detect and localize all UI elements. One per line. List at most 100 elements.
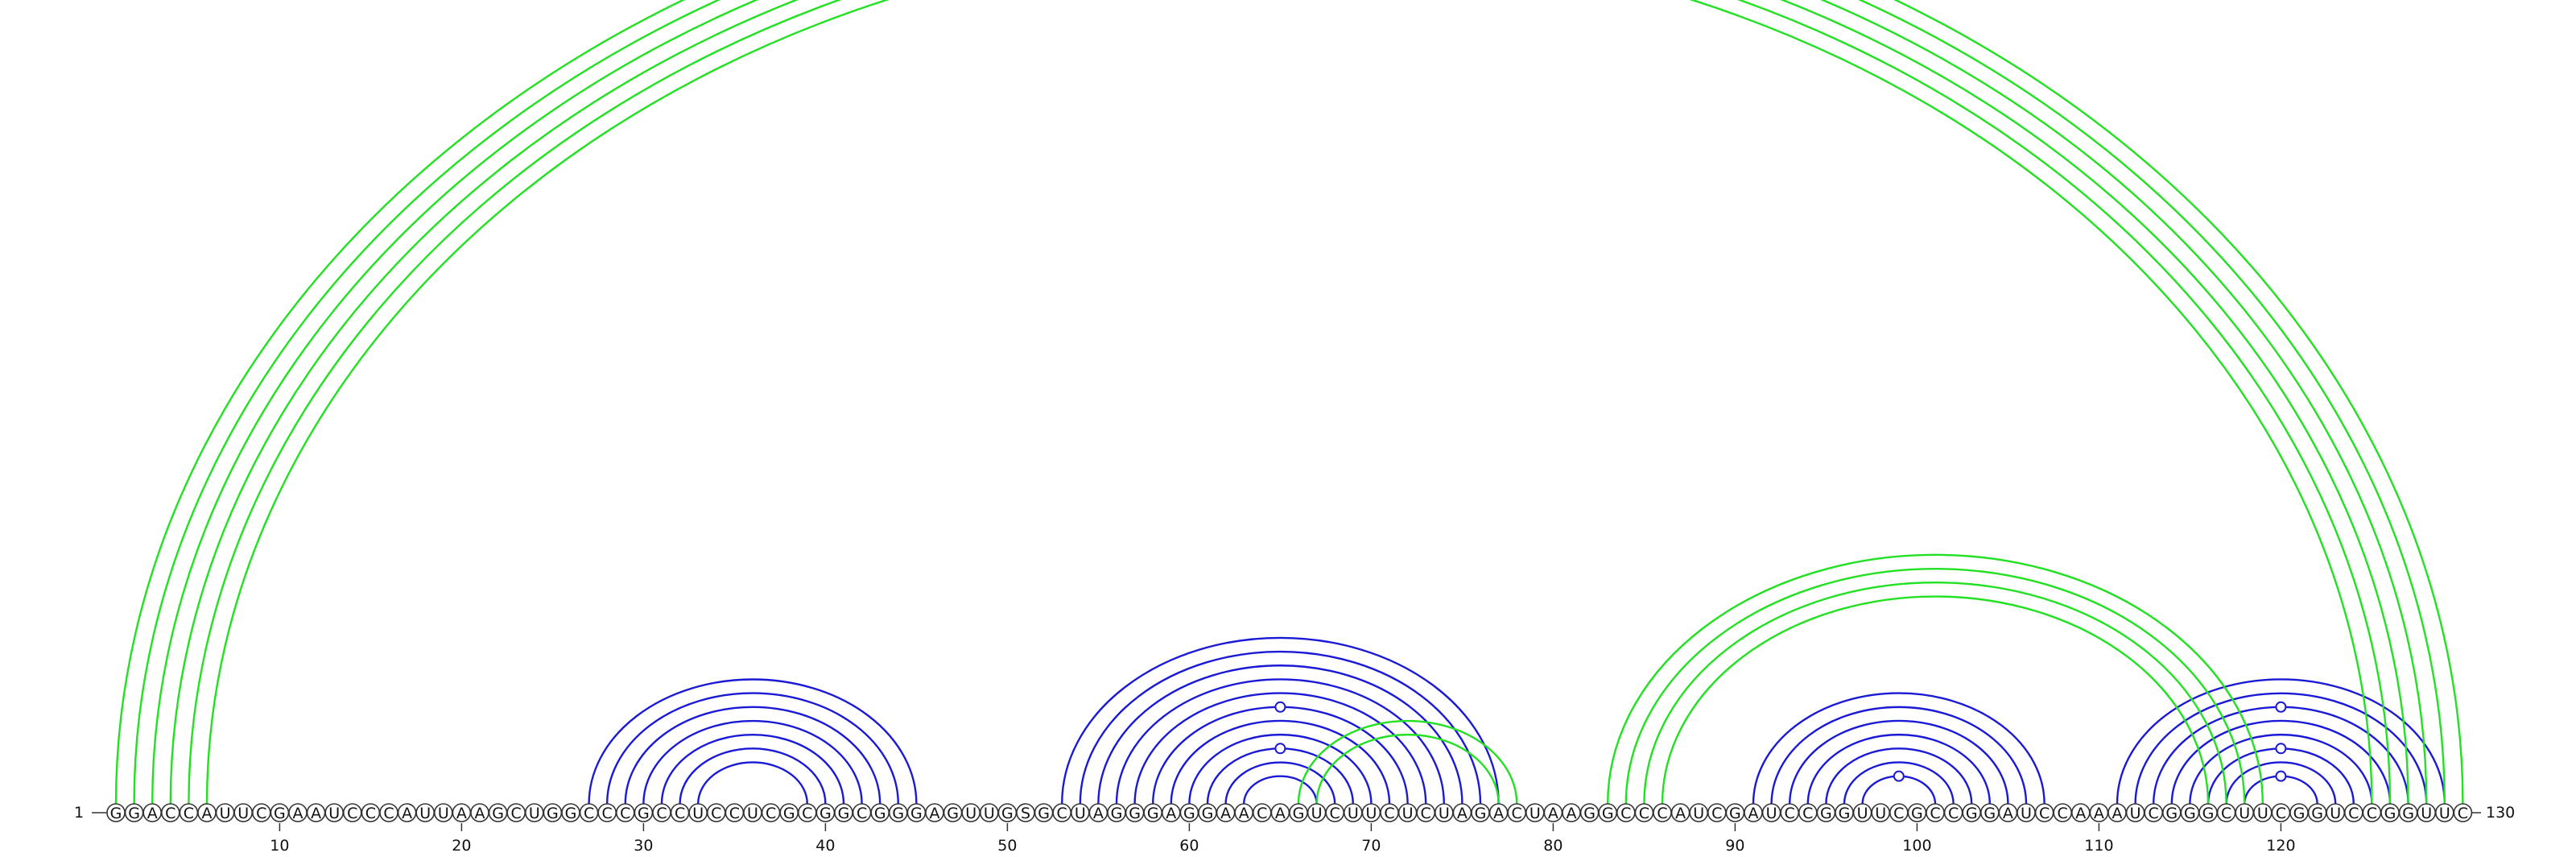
nucleotide: C (161, 803, 180, 822)
nucleotide-letter: G (819, 805, 832, 822)
nucleotide: A (1162, 803, 1181, 822)
base-pair-arc (2116, 678, 2446, 805)
nucleotide: C (1325, 803, 1344, 822)
nucleotide-letter: C (165, 805, 175, 822)
position-tick-label: 80 (1543, 837, 1563, 855)
position-tick-label: 100 (1902, 837, 1931, 855)
nucleotide: U (2125, 803, 2145, 822)
base-pair-arc (1843, 761, 1955, 805)
nucleotide-letter: U (2130, 805, 2141, 822)
nucleotide-letter: G (1583, 805, 1596, 822)
nucleotide-letter: G (947, 805, 959, 822)
nucleotide: C (1616, 803, 1636, 822)
nucleotide-letter: C (2221, 805, 2231, 822)
nucleotide: U (1525, 803, 1545, 822)
nucleotide-letter: G (2165, 805, 2178, 822)
nucleotide-letter: U (984, 805, 995, 822)
nucleotide-letter: U (692, 805, 704, 822)
base-pair-arc (205, 0, 2373, 805)
nucleotide-letter: U (1365, 805, 1377, 822)
nucleotide: U (1871, 803, 1890, 822)
nucleotide-letter: G (892, 805, 904, 822)
nucleotide: G (815, 803, 836, 822)
nucleotide-letter: C (1057, 805, 1067, 822)
nucleotide: G (634, 803, 654, 822)
nucleotide: U (2435, 803, 2454, 822)
nucleotide-letter: G (1293, 805, 1305, 822)
base-pair-arc (1243, 775, 1318, 805)
nucleotide: G (2162, 803, 2182, 822)
position-tick-label: 30 (634, 837, 653, 855)
gu-pair-marker (1893, 770, 1905, 782)
nucleotide: C (1798, 803, 1818, 822)
nucleotide-letter: A (202, 805, 213, 822)
nucleotide: C (2344, 803, 2363, 822)
nucleotide-letter: U (1875, 805, 1886, 822)
nucleotide: U (1307, 803, 1327, 822)
nucleotide-letter: C (2367, 805, 2377, 822)
base-pair-arc (624, 706, 881, 805)
nucleotide: U (324, 803, 345, 822)
nucleotide: U (524, 803, 544, 822)
base-pair-arc (2170, 719, 2392, 805)
nucleotide: U (233, 803, 254, 822)
nucleotide-letter: U (220, 805, 231, 822)
nucleotide-letter: U (1348, 805, 1359, 822)
nucleotide-letter: G (547, 805, 559, 822)
nucleotide: U (743, 803, 762, 822)
position-tick-label: 40 (815, 837, 835, 855)
nucleotide: A (288, 803, 308, 822)
nucleotide: C (2034, 803, 2054, 822)
nucleotide-letter: C (1384, 805, 1394, 822)
end-position-label: 130 (2486, 804, 2515, 822)
nucleotide: G (889, 803, 908, 822)
start-position-label: 1 (74, 804, 84, 822)
nucleotide-letter: U (529, 805, 540, 822)
nucleotide: G (124, 803, 144, 822)
nucleotide-letter: C (1639, 805, 1649, 822)
nucleotide: A (1998, 803, 2018, 822)
nucleotide-letter: U (1439, 805, 1450, 822)
nucleotide: C (1889, 803, 1909, 822)
base-pair-arc (679, 747, 827, 805)
nucleotide-letter: G (910, 805, 923, 822)
nucleotide-letter: A (456, 805, 467, 822)
nucleotide: G (1980, 803, 2000, 822)
nucleotide-letter: C (1711, 805, 1722, 822)
nucleotide: C (361, 803, 381, 822)
position-tick-label: 10 (270, 837, 289, 855)
nucleotide: A (1216, 803, 1236, 822)
gu-pair-marker (2275, 743, 2287, 755)
nucleotide: C (852, 803, 872, 822)
nucleotide-letter: U (965, 805, 976, 822)
nucleotide: G (2307, 803, 2327, 822)
nucleotide: G (906, 803, 927, 822)
nucleotide-letter: C (256, 805, 266, 822)
nucleotide-letter: U (438, 805, 449, 822)
base-pair-arc (1315, 733, 1500, 805)
nucleotide: G (1107, 803, 1126, 822)
nucleotide: G (1816, 803, 1836, 822)
nucleotide-letter: C (511, 805, 522, 822)
nucleotide: G (1962, 803, 1981, 822)
nucleotide: C (1926, 803, 1945, 822)
base-pair-arc (169, 0, 2409, 805)
base-pair-arc (1806, 733, 1991, 805)
base-pair-arc (1170, 719, 1391, 805)
nucleotide-letter: U (1530, 805, 1541, 822)
nucleotide-letter: C (1802, 805, 1813, 822)
nucleotide-letter: C (1512, 805, 1522, 822)
nucleotide-letter: G (2184, 805, 2196, 822)
nucleotide-letter: G (1038, 805, 1050, 822)
position-tick-label: 20 (452, 837, 471, 855)
nucleotide-letter: C (1330, 805, 1340, 822)
nucleotide-letter: C (2058, 805, 2068, 822)
nucleotide-letter: G (1202, 805, 1214, 822)
base-pair-arc (1607, 553, 2264, 805)
nucleotide-circle (2453, 803, 2473, 822)
nucleotide: G (2289, 803, 2309, 822)
base-pair-arc (151, 0, 2428, 805)
nucleotide: C (2271, 803, 2291, 822)
base-pair-arc (1224, 761, 1336, 805)
nucleotide-letter: A (1239, 805, 1249, 822)
